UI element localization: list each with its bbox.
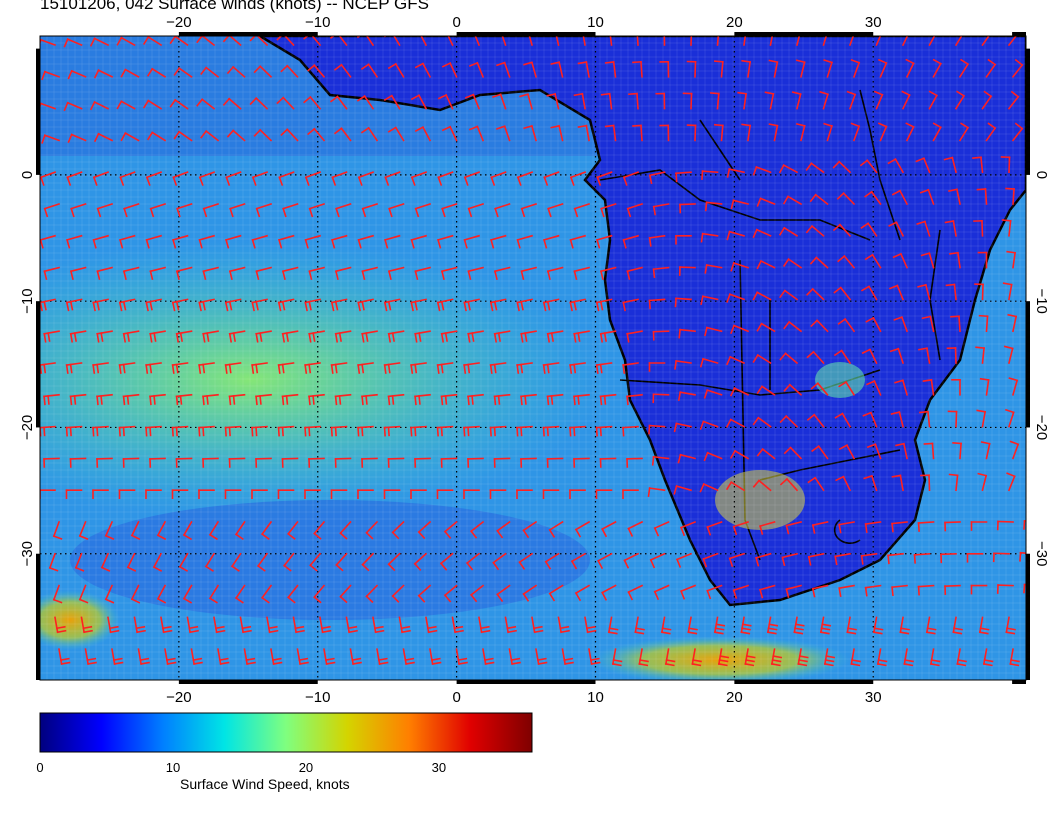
lat-tick-label-right: 0 <box>1033 171 1050 179</box>
lon-tick-label-bottom: 20 <box>726 689 743 706</box>
wind-barb <box>1036 92 1046 109</box>
wind-barb <box>426 681 436 696</box>
colorbar <box>40 713 532 752</box>
wind-barb <box>55 681 65 696</box>
wind-barb <box>688 681 697 697</box>
lat-tick-label-right: −10 <box>1033 288 1050 313</box>
frame-bar <box>1012 32 1026 36</box>
colorbar-label: Surface Wind Speed, knots <box>180 776 350 792</box>
lon-tick-label-bottom: 0 <box>452 689 460 706</box>
frame-bar <box>734 680 873 684</box>
lon-tick-label-bottom: −10 <box>305 689 330 706</box>
wind-barb <box>1040 124 1050 141</box>
lon-tick-label-top: −20 <box>166 14 191 31</box>
lon-tick-label-top: 10 <box>587 14 604 31</box>
wind-barb <box>635 681 644 697</box>
wind-barb <box>715 681 724 697</box>
frame-bar <box>734 32 873 36</box>
frame-bar <box>1026 49 1030 175</box>
wind-speed-field <box>0 28 1049 697</box>
frame-bar <box>36 301 40 427</box>
wind-barb <box>1038 378 1045 395</box>
lon-tick-label-bottom: −20 <box>166 689 191 706</box>
wind-barb <box>927 681 936 697</box>
wind-barb <box>1034 346 1041 363</box>
colorbar-tick-label: 0 <box>36 760 43 775</box>
frame-bar <box>457 32 596 36</box>
lon-tick-label-bottom: 10 <box>587 689 604 706</box>
frame-bar <box>457 680 596 684</box>
wind-barb <box>609 681 618 697</box>
wind-barb <box>662 681 671 697</box>
lon-tick-label-top: 30 <box>865 14 882 31</box>
wind-barb <box>108 681 118 696</box>
frame-bar <box>1012 680 1026 684</box>
wind-barb <box>980 681 989 697</box>
frame-bar <box>179 680 318 684</box>
wind-barb <box>1037 649 1046 665</box>
lat-tick-label-left: −30 <box>19 541 36 566</box>
frame-bar <box>1026 554 1030 680</box>
wind-barb <box>1031 219 1039 235</box>
colorbar-tick-label: 20 <box>299 760 313 775</box>
wind-barb <box>1036 473 1044 490</box>
lat-tick-label-right: −30 <box>1033 541 1050 566</box>
wind-barb <box>900 681 909 697</box>
wind-barb <box>1035 188 1043 204</box>
frame-bar <box>36 554 40 680</box>
wind-barb <box>1036 251 1044 268</box>
wind-barb <box>1040 60 1050 77</box>
wind-barb <box>347 681 357 696</box>
wind-barb <box>1033 681 1042 697</box>
wind-barb <box>373 681 383 696</box>
colorbar-tick-label: 10 <box>166 760 180 775</box>
wind-barb <box>1037 314 1045 331</box>
frame-bar <box>36 49 40 175</box>
lon-tick-label-top: −10 <box>305 14 330 31</box>
wind-barb <box>1036 28 1046 45</box>
lon-tick-label-top: 20 <box>726 14 743 31</box>
wind-barb <box>1039 441 1046 458</box>
lat-tick-label-left: 0 <box>19 171 36 179</box>
lon-tick-label-top: 0 <box>452 14 460 31</box>
frame-bar <box>179 32 318 36</box>
lat-tick-label-left: −20 <box>19 415 36 440</box>
lon-tick-label-bottom: 30 <box>865 689 882 706</box>
lat-tick-label-right: −20 <box>1033 415 1050 440</box>
wind-barb <box>400 681 410 696</box>
colorbar-tick-label: 30 <box>432 760 446 775</box>
lat-tick-label-left: −10 <box>19 288 36 313</box>
wind-barb <box>1033 617 1042 633</box>
frame-bar <box>1026 301 1030 427</box>
wind-barb <box>82 681 92 696</box>
wind-barb <box>953 681 962 697</box>
wind-barb <box>135 681 145 696</box>
